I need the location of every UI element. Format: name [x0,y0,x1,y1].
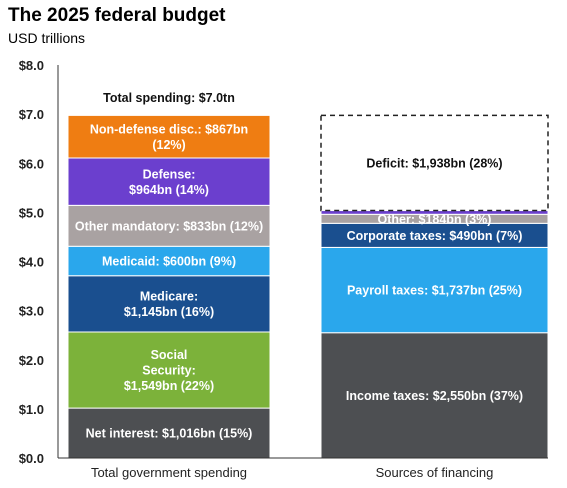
bar-segment-label: Medicaid: $600bn (9%) [102,255,236,269]
y-tick-label: $6.0 [19,156,44,171]
bar-segment-label: Defense: [143,167,196,181]
bar-segment-label: Deficit: $1,938bn (28%) [366,156,502,170]
y-tick-label: $5.0 [19,205,44,220]
bar-segment-label: $1,549bn (22%) [124,379,214,393]
x-category-label: Sources of financing [376,465,494,480]
bar-segment [320,332,549,459]
bar-segment [67,331,271,409]
bar-segment-label: Social [151,348,188,362]
x-category-label: Total government spending [91,465,247,480]
bar-segment-label: $1,145bn (16%) [124,305,214,319]
bar-segment [67,157,271,206]
bar-segment-label: Non-defense disc.: $867bn [90,122,248,136]
y-tick-label: $7.0 [19,107,44,122]
bar-segment-label: Security: [142,364,196,378]
bar-segment-label: (12%) [152,138,185,152]
y-tick-label: $2.0 [19,353,44,368]
y-tick-label: $1.0 [19,402,44,417]
y-tick-label: $4.0 [19,255,44,270]
bar-segment-label: Payroll taxes: $1,737bn (25%) [347,284,522,298]
bar-segment [67,275,271,333]
y-tick-label: $0.0 [19,451,44,466]
chart-subtitle: USD trillions [8,30,85,46]
y-tick-label: $8.0 [19,58,44,73]
bar-segment-label: Net interest: $1,016bn (15%) [86,427,253,441]
bar-segment-label: Income taxes: $2,550bn (37%) [346,389,523,403]
x-axis: Total government spending Sources of fina… [58,457,548,480]
bar-segment-label: $964bn (14%) [129,183,209,197]
bar-segment-label: Other: $184bn (3%) [378,212,492,226]
y-axis: $0.0 $1.0 $2.0 $3.0 $4.0 $5.0 $6.0 $7.0 $8.0 [19,58,59,466]
bar-segment-label: Medicare: [140,290,198,304]
bar-segment [320,114,549,212]
y-tick-label: $3.0 [19,304,44,319]
bar-segment-label: Other mandatory: $833bn (12%) [75,219,263,233]
bar-segment [67,204,271,247]
bar-segment [67,114,271,159]
total-annotation: Total spending: $7.0tn [103,91,235,105]
bar-segment [320,222,549,248]
bars: Net interest: $1,016bn (15%) Social Securi… [67,91,549,459]
chart-title: The 2025 federal budget [8,5,226,26]
bar-segment [320,246,549,334]
bar-segment-label: Corporate taxes: $490bn (7%) [347,229,523,243]
